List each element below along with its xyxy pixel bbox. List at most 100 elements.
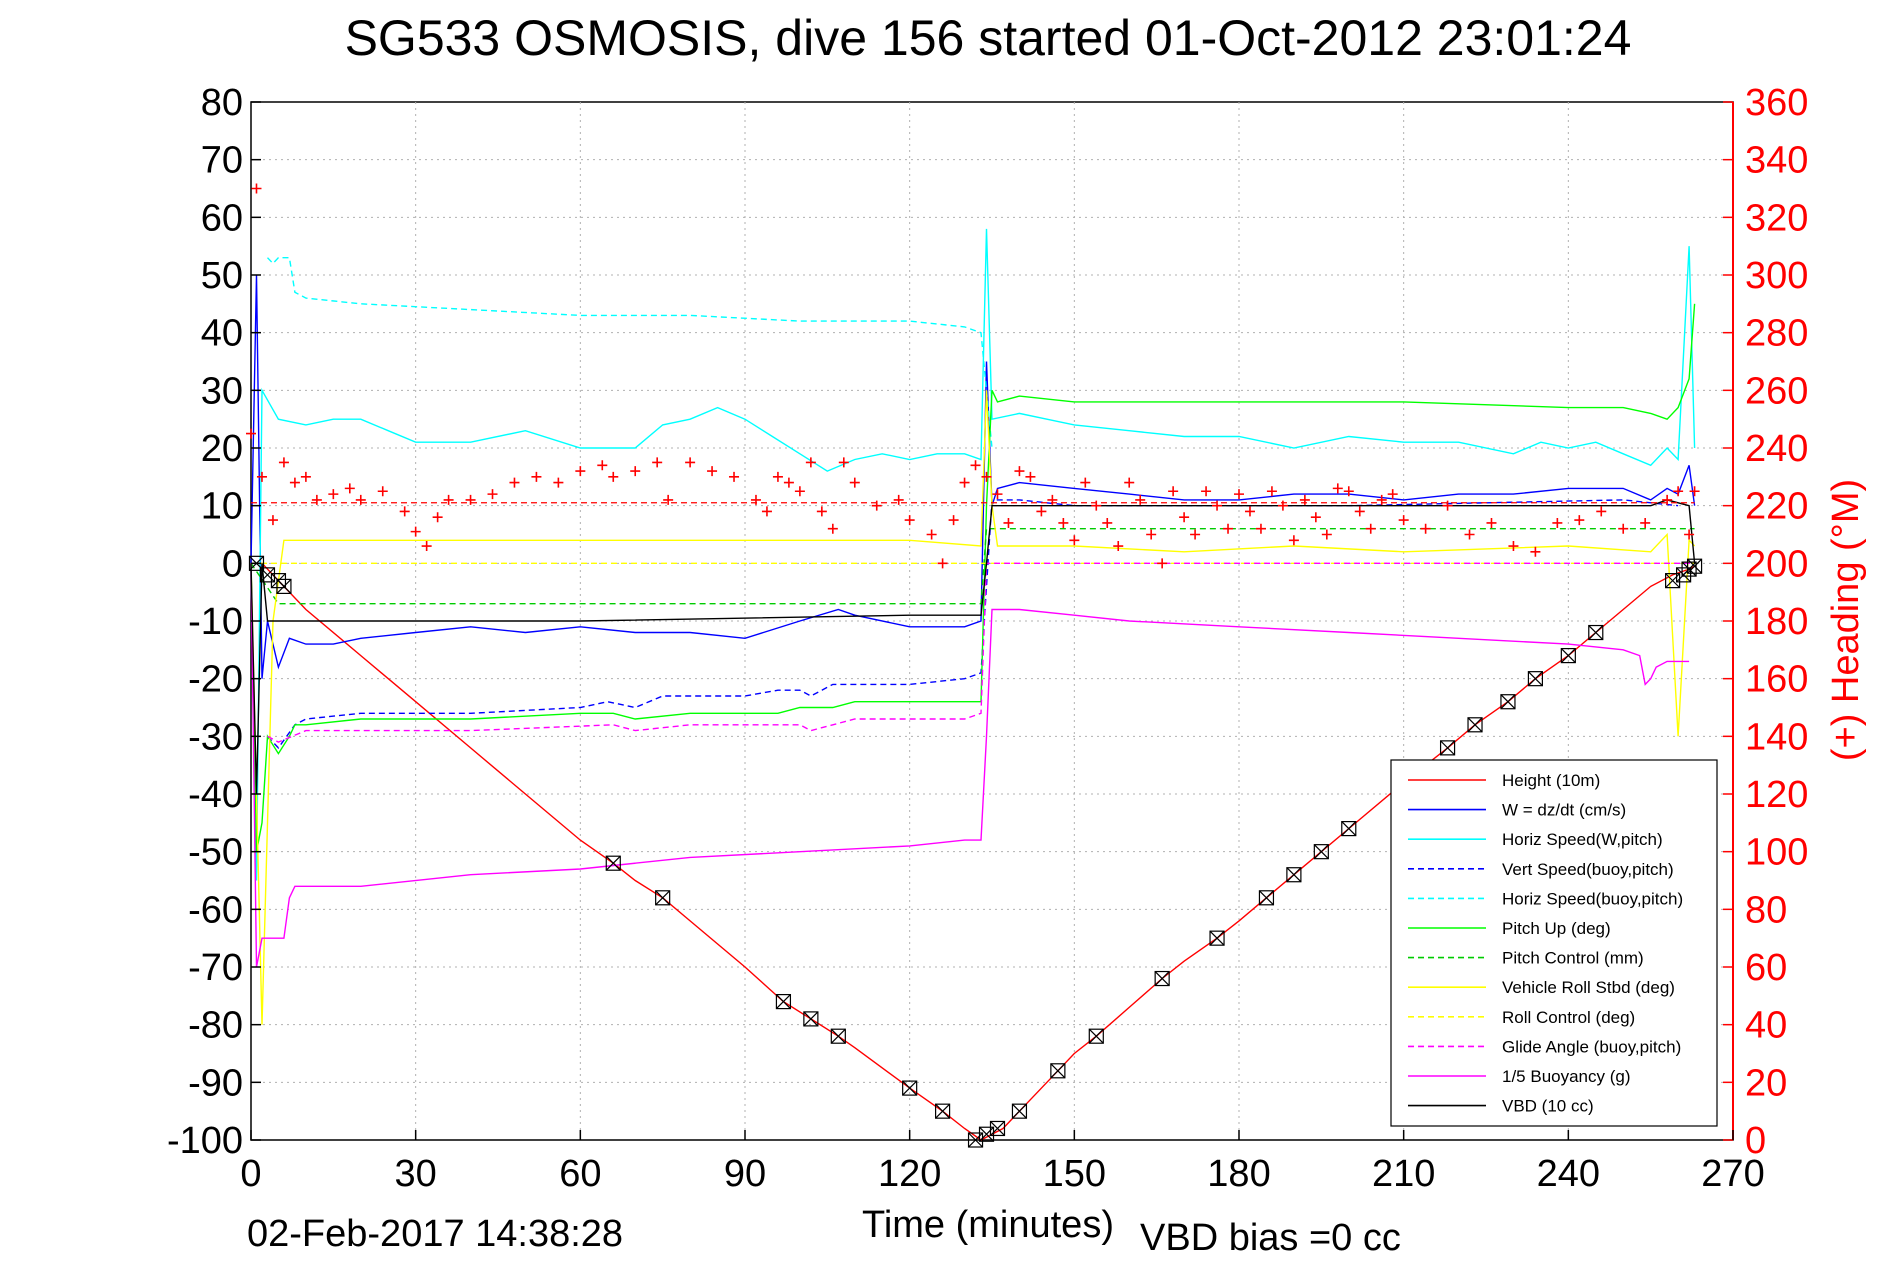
height-marker — [1341, 820, 1357, 837]
heading-point — [1673, 486, 1684, 497]
heading-point — [256, 471, 267, 482]
y-tick-label: 30 — [201, 370, 243, 412]
right-tick-label: 0 — [1745, 1120, 1766, 1162]
y-tick-label: 60 — [201, 197, 243, 239]
heading-point — [992, 489, 1003, 500]
heading-point — [959, 477, 970, 488]
heading-point — [278, 457, 289, 468]
height-marker — [775, 993, 792, 1010]
height-marker — [1209, 930, 1225, 946]
heading-point — [1124, 477, 1135, 488]
y-tick-label: -100 — [167, 1120, 243, 1162]
heading-point — [1464, 529, 1475, 540]
y-tick-label: -30 — [188, 716, 243, 758]
right-tick-label: 40 — [1745, 1005, 1787, 1047]
right-tick-label: 140 — [1745, 716, 1808, 758]
height-marker — [1467, 717, 1483, 733]
legend-box — [1390, 759, 1718, 1127]
heading-point — [663, 494, 674, 505]
heading-point — [1662, 494, 1673, 505]
height-marker — [655, 890, 671, 906]
series-1-5-buoyancy-g — [250, 563, 1690, 968]
timestamp: 02-Feb-2017 14:38:28 — [247, 1213, 623, 1255]
legend-label: 1/5 Buoyancy (g) — [1502, 1067, 1631, 1086]
heading-point — [630, 466, 641, 477]
heading-point — [1420, 523, 1431, 534]
y-tick-label: -20 — [188, 659, 243, 701]
heading-point — [805, 457, 816, 468]
heading-point — [1190, 529, 1201, 540]
right-tick-label: 100 — [1745, 832, 1808, 874]
heading-point — [1069, 535, 1080, 546]
heading-point — [981, 471, 992, 482]
heading-point — [1508, 541, 1519, 552]
heading-point — [794, 486, 805, 497]
x-tick-label: 90 — [724, 1153, 766, 1195]
height-marker — [1527, 671, 1544, 687]
heading-point — [1343, 486, 1354, 497]
right-tick-label: 280 — [1745, 313, 1808, 355]
heading-point — [1036, 506, 1047, 517]
heading-point — [246, 428, 256, 439]
y-tick-label: 40 — [201, 313, 243, 355]
heading-point — [816, 506, 827, 517]
y-tick-label: -50 — [188, 832, 243, 874]
heading-point — [970, 460, 981, 471]
x-tick-label: 240 — [1537, 1153, 1600, 1195]
heading-point — [652, 457, 663, 468]
heading-point — [1277, 500, 1288, 511]
heading-point — [1486, 517, 1497, 528]
series-w-dz-dt-cm-s — [250, 274, 1696, 679]
y-tick-label: -90 — [188, 1062, 243, 1104]
heading-point — [1146, 529, 1157, 540]
legend-label: Horiz Speed(W,pitch) — [1502, 830, 1663, 849]
heading-point — [772, 471, 783, 482]
heading-point — [827, 523, 838, 534]
height-marker — [934, 1103, 951, 1119]
right-tick-label: 20 — [1745, 1062, 1787, 1104]
heading-point — [531, 471, 542, 482]
right-tick-label: 300 — [1745, 255, 1808, 297]
heading-point — [1223, 523, 1234, 534]
y-tick-label: -60 — [188, 889, 243, 931]
x-tick-label: 60 — [559, 1153, 601, 1195]
heading-point — [1234, 489, 1244, 500]
marker-layer — [248, 555, 1703, 1148]
heading-point — [1689, 486, 1700, 497]
x-tick-label: 30 — [395, 1153, 437, 1195]
height-marker — [967, 1132, 984, 1148]
series-glide-angle-buoy-pitch — [267, 562, 1695, 743]
height-marker — [1500, 694, 1516, 710]
right-tick-label: 240 — [1745, 428, 1808, 470]
heading-point — [1179, 512, 1190, 523]
height-marker — [978, 1126, 995, 1142]
right-tick-label: 320 — [1745, 197, 1808, 239]
right-axis-label: (+) Heading (°M) — [1825, 479, 1867, 761]
x-tick-label: 180 — [1207, 1153, 1270, 1195]
series-horiz-speed-buoy-pitch — [266, 257, 993, 449]
x-tick-label: 0 — [240, 1153, 261, 1195]
heading-point — [1574, 515, 1585, 526]
heading-point — [328, 489, 339, 500]
heading-point — [267, 515, 278, 526]
heading-point — [1255, 523, 1266, 534]
right-tick-label: 220 — [1745, 486, 1808, 528]
y-tick-label: 20 — [201, 428, 243, 470]
x-axis-label: Time (minutes) — [862, 1204, 1114, 1246]
legend-label: VBD (10 cc) — [1502, 1097, 1594, 1116]
x-tick-label: 270 — [1701, 1153, 1764, 1195]
legend-label: Height (10m) — [1502, 771, 1600, 790]
right-y-axis: 3603403203002802602402202001801601401201… — [1723, 82, 1808, 1162]
heading-point — [1398, 515, 1409, 526]
heading-point — [443, 494, 454, 505]
heading-point — [1387, 489, 1398, 500]
heading-point — [432, 512, 443, 523]
heading-point — [575, 466, 586, 477]
right-tick-label: 120 — [1745, 774, 1808, 816]
y-tick-label: 0 — [222, 543, 243, 585]
series-pitch-control-mm — [250, 528, 1695, 605]
heading-point — [926, 529, 937, 540]
heading-point — [1102, 517, 1113, 528]
heading-point — [1321, 529, 1332, 540]
